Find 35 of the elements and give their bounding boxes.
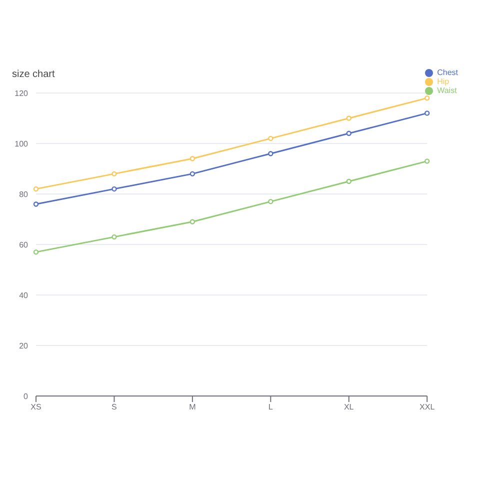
point xyxy=(268,136,274,142)
x-tick-label: L xyxy=(268,402,274,412)
point xyxy=(112,234,117,240)
x-tick-label: XL xyxy=(344,402,354,412)
legend-label: Waist xyxy=(437,86,457,95)
y-tick-label: 60 xyxy=(19,240,29,250)
point xyxy=(346,116,352,121)
y-tick-label: 0 xyxy=(24,392,29,401)
y-tick-label: 80 xyxy=(19,190,29,199)
point xyxy=(190,219,196,224)
point xyxy=(112,171,117,176)
y-tick-label: 40 xyxy=(19,290,29,300)
legend-label: Chest xyxy=(437,68,458,77)
legend-label: Hip xyxy=(437,77,450,86)
y-tick-label: 120 xyxy=(14,88,29,98)
x-tick-label: XS xyxy=(30,402,42,412)
y-tick-label: 20 xyxy=(19,341,29,350)
point xyxy=(346,178,352,184)
point xyxy=(268,151,274,156)
point xyxy=(190,171,196,176)
x-tick-label: M xyxy=(189,402,196,412)
chart-title: size chart xyxy=(12,69,55,80)
point xyxy=(268,198,274,204)
point xyxy=(424,110,430,116)
point xyxy=(33,202,39,207)
x-tick-label: XXL xyxy=(420,402,436,412)
point xyxy=(424,158,430,164)
point xyxy=(112,186,117,192)
point xyxy=(33,249,39,255)
x-tick-label: S xyxy=(112,402,117,412)
point xyxy=(424,95,430,101)
y-tick-label: 100 xyxy=(14,139,29,148)
point xyxy=(346,130,352,136)
point xyxy=(190,156,196,162)
point xyxy=(33,186,39,192)
